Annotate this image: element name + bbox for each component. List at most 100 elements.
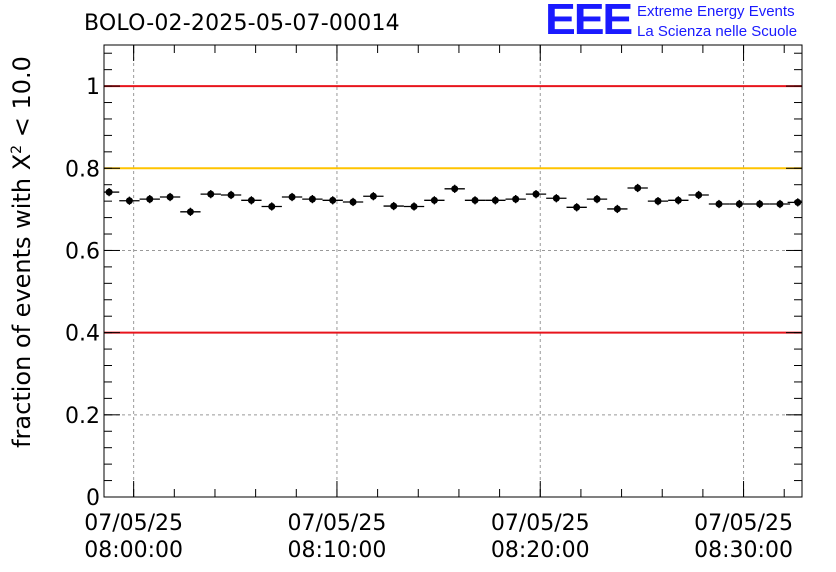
data-marker: [349, 198, 357, 206]
data-marker: [573, 203, 581, 211]
data-point: [403, 202, 425, 211]
data-point: [607, 204, 628, 214]
data-point: [104, 187, 120, 197]
data-marker: [756, 200, 764, 208]
data-marker: [430, 196, 438, 204]
data-marker: [552, 194, 560, 202]
data-point: [363, 192, 384, 201]
x-axis-ticks: [133, 45, 785, 497]
reference-lines: [104, 85, 802, 334]
data-marker: [776, 200, 784, 208]
data-marker: [125, 197, 133, 205]
data-marker: [715, 200, 723, 208]
data-point: [525, 190, 547, 199]
x-tick-label: 07/05/25 08:30:00: [674, 510, 814, 564]
eee-logo: EEE Extreme Energy Events La Scienza nel…: [545, 0, 835, 44]
data-marker: [166, 193, 174, 201]
data-point: [688, 190, 709, 200]
data-point: [708, 199, 730, 209]
eee-logo-mark: EEE: [545, 0, 633, 44]
data-marker: [794, 198, 802, 206]
data-point: [444, 184, 465, 193]
data-point: [586, 194, 608, 204]
data-marker: [146, 195, 154, 203]
x-tick-label-date: 07/05/25: [84, 511, 184, 536]
y-tick-label: 0: [86, 486, 100, 511]
data-point: [769, 199, 791, 209]
x-tick-label: 07/05/25 08:00:00: [64, 510, 204, 564]
data-marker: [308, 195, 316, 203]
data-point: [485, 196, 506, 205]
x-tick-label: 07/05/25 08:10:00: [267, 510, 407, 564]
grid-lines: [104, 45, 802, 497]
plot-frame: [103, 44, 803, 498]
x-tick-label: 07/05/25 08:20:00: [470, 510, 610, 564]
data-series: [104, 183, 802, 216]
data-point: [139, 194, 160, 204]
data-point: [424, 196, 445, 205]
data-marker: [512, 195, 520, 203]
data-point: [627, 183, 648, 193]
x-tick-label-date: 07/05/25: [287, 511, 387, 536]
x-tick-label-time: 08:20:00: [490, 538, 590, 563]
data-marker: [207, 190, 215, 198]
y-axis-ticks: 0 0.2 0.4 0.6 0.8 1: [65, 52, 802, 511]
data-point: [383, 201, 404, 211]
data-point: [302, 194, 323, 204]
x-tick-label-time: 08:10:00: [287, 538, 387, 563]
x-tick-label-time: 08:00:00: [84, 538, 184, 563]
data-point: [261, 202, 282, 211]
data-point: [464, 196, 486, 205]
data-marker: [390, 202, 398, 210]
data-point: [220, 190, 242, 200]
data-point: [159, 192, 181, 202]
data-point: [342, 197, 364, 207]
data-point: [668, 196, 689, 205]
logo-text-line1: Extreme Energy Events: [637, 3, 795, 20]
data-point: [119, 196, 140, 205]
y-tick-label: 0.2: [65, 404, 100, 429]
data-point: [241, 196, 262, 205]
x-tick-label-date: 07/05/25: [694, 511, 793, 536]
data-point: [546, 194, 567, 203]
data-marker: [369, 192, 377, 200]
data-marker: [532, 190, 540, 198]
data-point: [749, 199, 770, 209]
data-point: [180, 207, 201, 216]
data-marker: [634, 184, 642, 192]
data-marker: [491, 196, 499, 204]
data-marker: [654, 197, 662, 205]
data-marker: [613, 205, 621, 213]
logo-text-line2: La Scienza nelle Scuole: [637, 23, 798, 40]
data-marker: [695, 191, 703, 199]
data-marker: [471, 196, 479, 204]
data-marker: [105, 188, 113, 196]
data-marker: [268, 202, 276, 210]
data-marker: [735, 200, 743, 208]
data-point: [647, 197, 669, 206]
chart-title: BOLO-02-2025-05-07-00014: [84, 11, 400, 36]
data-point: [322, 196, 343, 205]
data-marker: [410, 202, 418, 210]
data-marker: [247, 196, 255, 204]
data-point: [505, 194, 526, 204]
y-tick-label: 0.8: [65, 157, 100, 182]
y-tick-label: 0.4: [65, 322, 100, 347]
data-marker: [227, 191, 235, 199]
data-marker: [186, 208, 194, 216]
data-marker: [288, 193, 296, 201]
data-marker: [329, 196, 337, 204]
data-point: [787, 198, 802, 207]
data-marker: [674, 196, 682, 204]
y-tick-label: 0.6: [65, 239, 100, 264]
data-point: [200, 190, 221, 199]
x-tick-label-date: 07/05/25: [490, 511, 590, 536]
data-point: [566, 203, 587, 212]
x-tick-label-time: 08:30:00: [694, 538, 793, 563]
y-tick-label: 1: [86, 75, 100, 100]
data-point: [729, 199, 750, 209]
data-marker: [451, 185, 459, 193]
data-point: [281, 192, 303, 202]
data-marker: [593, 195, 601, 203]
